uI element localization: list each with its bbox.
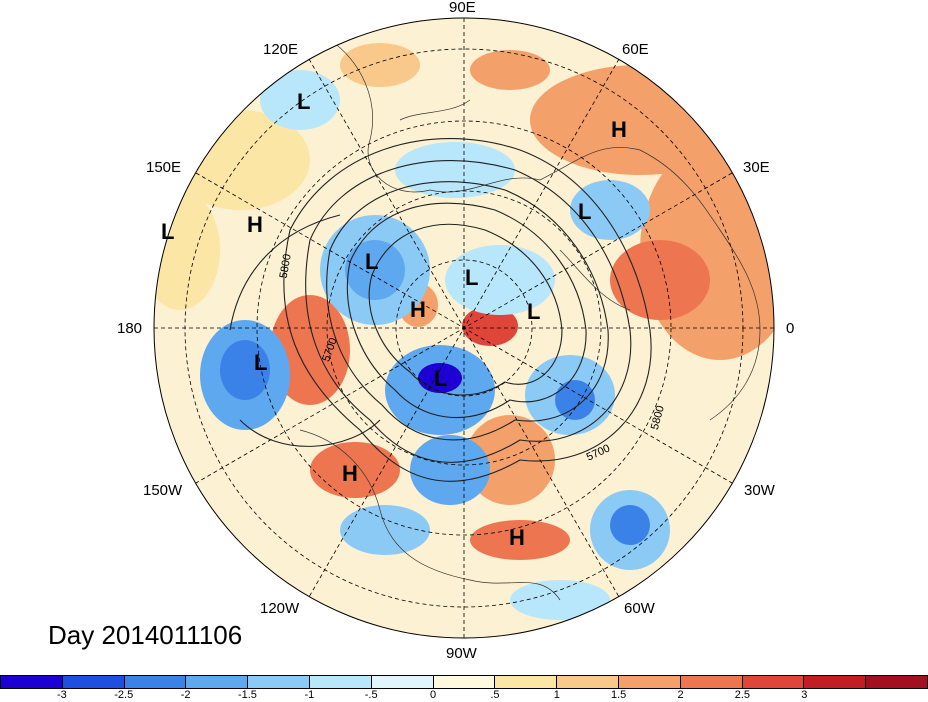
colorbar-tick-label: -2.5 xyxy=(114,689,134,701)
colorbar-tick-label: -1 xyxy=(304,689,315,701)
lon-label-60w: 60W xyxy=(624,600,655,617)
colorbar-tick-label: 3 xyxy=(801,689,808,701)
low-pressure-marker: L xyxy=(161,219,175,244)
colorbar-tick-label: 0 xyxy=(430,689,437,701)
low-pressure-marker: L xyxy=(254,350,268,375)
low-pressure-marker: L xyxy=(365,249,379,274)
colorbar-swatch xyxy=(557,676,619,688)
colorbar-swatch xyxy=(371,676,434,688)
colorbar-swatch xyxy=(433,676,496,688)
colorbar-swatch xyxy=(742,676,805,688)
low-pressure-marker: L xyxy=(297,89,311,114)
contour-label: 5800 xyxy=(278,253,294,279)
colorbar-tick-label: 1.5 xyxy=(611,689,627,701)
high-pressure-marker: H xyxy=(410,297,426,322)
colorbar-tick-label: 1 xyxy=(553,689,560,701)
colorbar-tick-label: -1.5 xyxy=(237,689,257,701)
high-pressure-marker: H xyxy=(611,117,627,142)
colorbar-tick-label: -.5 xyxy=(364,689,378,701)
colorbar-swatch xyxy=(1,676,63,688)
height-contours xyxy=(229,138,652,482)
lon-label-90e: 90E xyxy=(449,0,476,16)
colorbar-swatch xyxy=(309,676,372,688)
lon-label-120w: 120W xyxy=(260,600,300,617)
lon-label-0: 0 xyxy=(786,320,795,337)
lon-label-60e: 60E xyxy=(622,41,649,58)
lon-label-150w: 150W xyxy=(143,482,183,499)
lon-label-120e: 120E xyxy=(263,41,299,58)
high-pressure-marker: H xyxy=(247,212,263,237)
low-pressure-marker: L xyxy=(527,299,541,324)
colorbar-swatch xyxy=(804,676,867,688)
colorbar-tick-label: -2 xyxy=(180,689,191,701)
lon-label-90w: 90W xyxy=(446,645,477,662)
low-pressure-marker: L xyxy=(465,265,479,290)
colorbar-swatch xyxy=(248,676,310,688)
colorbar-swatch xyxy=(124,676,187,688)
lon-label-180: 180 xyxy=(117,320,143,337)
high-pressure-marker: H xyxy=(509,525,525,550)
date-label: Day 2014011106 xyxy=(48,620,243,650)
anomaly-shading xyxy=(154,43,774,620)
lon-label-30e: 30E xyxy=(743,159,770,176)
colorbar-swatch xyxy=(866,676,927,688)
graticule xyxy=(154,18,774,638)
colorbar-swatch xyxy=(618,676,681,688)
colorbar-tick-label: 2 xyxy=(677,689,684,701)
high-pressure-marker: H xyxy=(342,461,358,486)
lon-label-150e: 150E xyxy=(146,159,182,176)
map-disk-border xyxy=(153,17,775,639)
colorbar-tick-label: -3 xyxy=(56,689,67,701)
colorbar-tick-label: .5 xyxy=(490,689,500,701)
colorbar-swatch xyxy=(62,676,125,688)
low-pressure-marker: L xyxy=(434,366,448,391)
colorbar-swatch xyxy=(495,676,558,688)
lon-label-30w: 30W xyxy=(744,482,775,499)
colorbar-swatch xyxy=(186,676,249,688)
colorbar-swatch xyxy=(680,676,743,688)
low-pressure-marker: L xyxy=(578,199,592,224)
colorbar xyxy=(0,675,928,689)
colorbar-tick-label: 2.5 xyxy=(734,689,751,701)
